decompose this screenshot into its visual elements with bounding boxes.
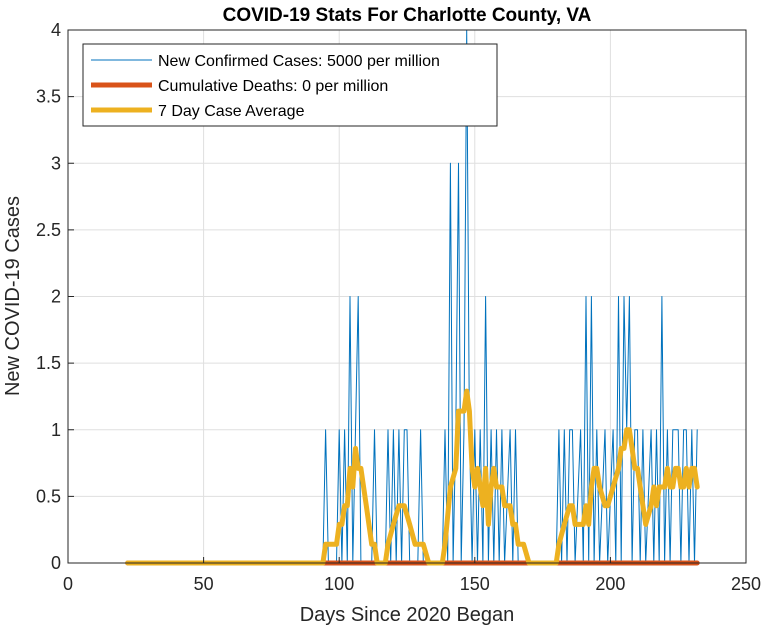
legend: New Confirmed Cases: 5000 per million Cu… — [82, 43, 498, 127]
y-tick-label: 1.5 — [36, 353, 61, 373]
x-axis-label: Days Since 2020 Began — [300, 604, 515, 626]
x-tick-label: 250 — [731, 574, 761, 594]
chart-title: COVID-19 Stats For Charlotte County, VA — [223, 5, 592, 26]
y-tick-label: 2.5 — [36, 220, 61, 240]
x-axis-ticks: 0 50 100 150 200 250 — [63, 557, 761, 594]
y-tick-label: 4 — [51, 20, 61, 40]
y-tick-label: 0.5 — [36, 486, 61, 506]
legend-label-7-day-average: 7 Day Case Average — [158, 103, 305, 120]
x-tick-label: 200 — [595, 574, 625, 594]
y-axis-label: New COVID-19 Cases — [2, 196, 24, 396]
legend-label-cumulative-deaths: Cumulative Deaths: 0 per million — [158, 78, 388, 95]
y-tick-label: 3.5 — [36, 87, 61, 107]
legend-label-new-cases: New Confirmed Cases: 5000 per million — [158, 53, 440, 70]
y-tick-label: 2 — [51, 287, 61, 307]
y-tick-label: 0 — [51, 553, 61, 573]
y-axis-ticks: 0 0.5 1 1.5 2 2.5 3 3.5 4 — [36, 20, 74, 573]
x-tick-label: 0 — [63, 574, 73, 594]
x-tick-label: 100 — [324, 574, 354, 594]
y-tick-label: 3 — [51, 153, 61, 173]
x-tick-label: 50 — [194, 574, 214, 594]
x-tick-label: 150 — [460, 574, 490, 594]
y-tick-label: 1 — [51, 420, 61, 440]
